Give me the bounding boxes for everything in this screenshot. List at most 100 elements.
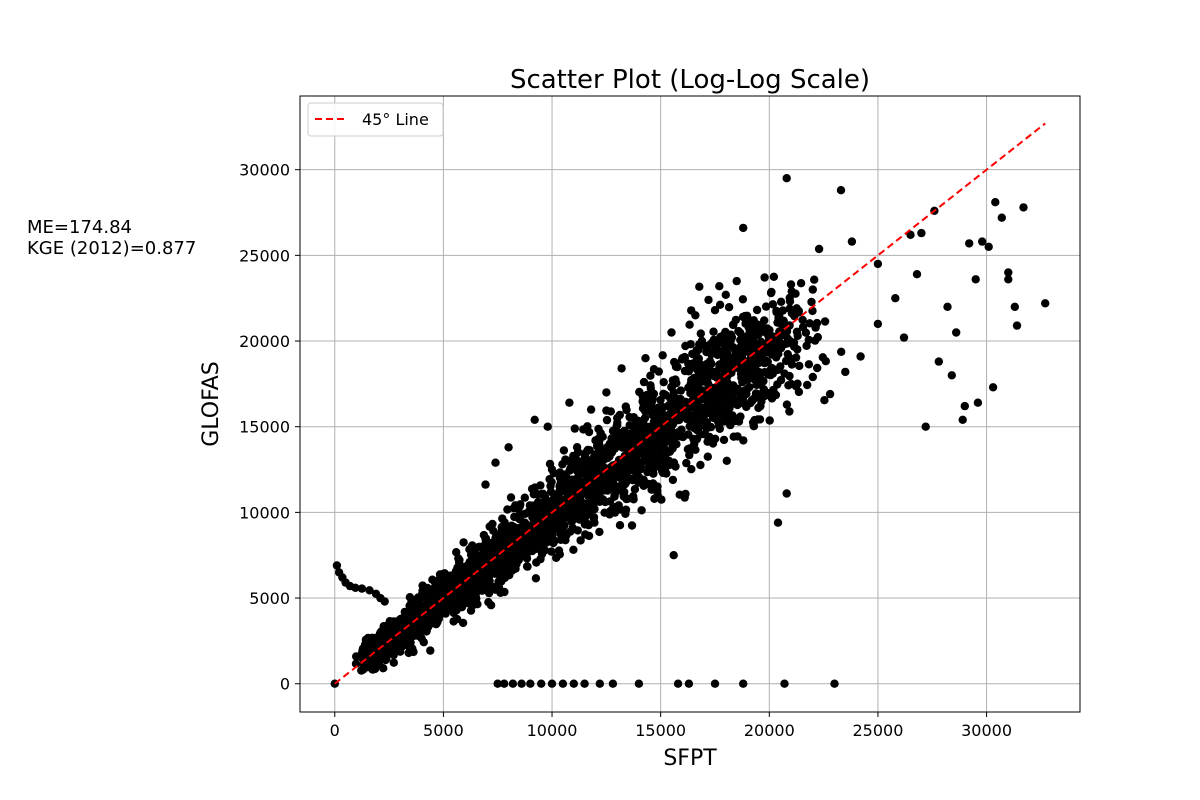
scatter-point [1041, 299, 1050, 308]
cloud-point [752, 353, 761, 362]
cloud-point [752, 305, 762, 315]
cloud-point [715, 424, 724, 433]
cloud-point [785, 407, 794, 416]
scatter-point [1004, 268, 1013, 277]
cloud-point [479, 547, 488, 557]
scatter-point [836, 186, 846, 195]
cloud-point [396, 625, 405, 634]
cloud-point [671, 375, 680, 384]
cloud-point [536, 519, 546, 528]
cloud-point [644, 444, 653, 454]
cloud-point [573, 462, 583, 471]
cloud-point [762, 324, 772, 333]
scatter-point [917, 228, 926, 238]
cloud-point [614, 441, 624, 450]
scatter-point [856, 352, 865, 361]
scatter-point [912, 270, 922, 279]
cloud-point [689, 359, 698, 368]
scatter-point [710, 679, 720, 688]
cloud-point [570, 424, 579, 433]
cloud-point [785, 297, 795, 306]
cloud-point [430, 592, 440, 601]
cloud-point [776, 297, 786, 306]
cloud-point [696, 460, 705, 470]
cloud-point [571, 474, 581, 484]
cloud-point [523, 562, 532, 571]
cloud-point [520, 493, 529, 502]
scatter-point [526, 679, 535, 688]
cloud-point [675, 490, 684, 499]
cloud-point [659, 389, 668, 398]
cloud-point [780, 369, 789, 378]
cloud-point [595, 497, 604, 506]
cloud-point [389, 658, 398, 667]
cloud-point [584, 531, 594, 541]
cloud-point [606, 439, 615, 448]
scatter-point [1004, 275, 1013, 284]
scatter-point [634, 679, 644, 688]
cloud-point [479, 576, 488, 585]
cloud-point [598, 449, 607, 458]
cloud-point [667, 416, 676, 426]
scatter-point [773, 518, 783, 527]
scatter-point [984, 242, 993, 251]
cloud-point [801, 328, 811, 337]
cloud-point [380, 624, 389, 634]
mean-error-label: ME=174.84 [27, 217, 132, 238]
scatter-point [760, 391, 770, 401]
cloud-point [554, 525, 564, 534]
cloud-point [782, 400, 792, 409]
cloud-point [434, 614, 443, 623]
cloud-point [629, 466, 638, 475]
dense-point-cloud [351, 244, 846, 675]
cloud-point [773, 338, 782, 347]
cloud-point [636, 448, 646, 458]
cloud-point [585, 483, 595, 493]
scatter-point [504, 443, 513, 452]
cloud-point [525, 523, 534, 532]
cloud-point [724, 416, 733, 426]
scatter-point [491, 458, 500, 467]
scatter-point [678, 354, 687, 363]
cloud-point [522, 536, 532, 545]
scatter-point [906, 230, 915, 239]
y-axis-title: GLOFAS [199, 361, 224, 447]
cloud-point [687, 381, 696, 390]
cloud-point [709, 370, 718, 379]
cloud-point [428, 575, 437, 584]
cloud-point [793, 331, 802, 340]
x-axis-title: SFPT [663, 746, 717, 771]
cloud-point [755, 415, 765, 424]
cloud-point [639, 377, 649, 387]
scatter-point [841, 367, 850, 377]
scatter-point [351, 583, 360, 592]
cloud-point [721, 348, 730, 357]
cloud-point [516, 500, 525, 509]
cloud-point [659, 403, 668, 412]
scatter-point [899, 333, 909, 342]
cloud-point [764, 331, 773, 340]
cloud-point [555, 515, 564, 525]
cloud-point [630, 485, 640, 494]
scatter-point [508, 679, 518, 688]
cloud-point [805, 319, 814, 328]
cloud-point [652, 459, 661, 468]
cloud-point [798, 315, 807, 325]
cloud-point [568, 502, 577, 511]
y-tick-label: 30000 [239, 161, 290, 180]
scatter-point [830, 679, 839, 688]
cloud-point [554, 489, 563, 498]
cloud-point [375, 654, 385, 663]
scatter-point [847, 237, 857, 246]
cloud-point [740, 341, 749, 351]
cloud-point [506, 532, 515, 542]
scatter-point [639, 398, 648, 407]
x-tick-label: 30000 [961, 721, 1012, 740]
cloud-point [668, 475, 678, 485]
x-tick-label: 15000 [635, 721, 686, 740]
cloud-point [631, 421, 640, 430]
cloud-point [790, 311, 799, 321]
cloud-point [731, 416, 740, 426]
cloud-point [518, 550, 527, 559]
